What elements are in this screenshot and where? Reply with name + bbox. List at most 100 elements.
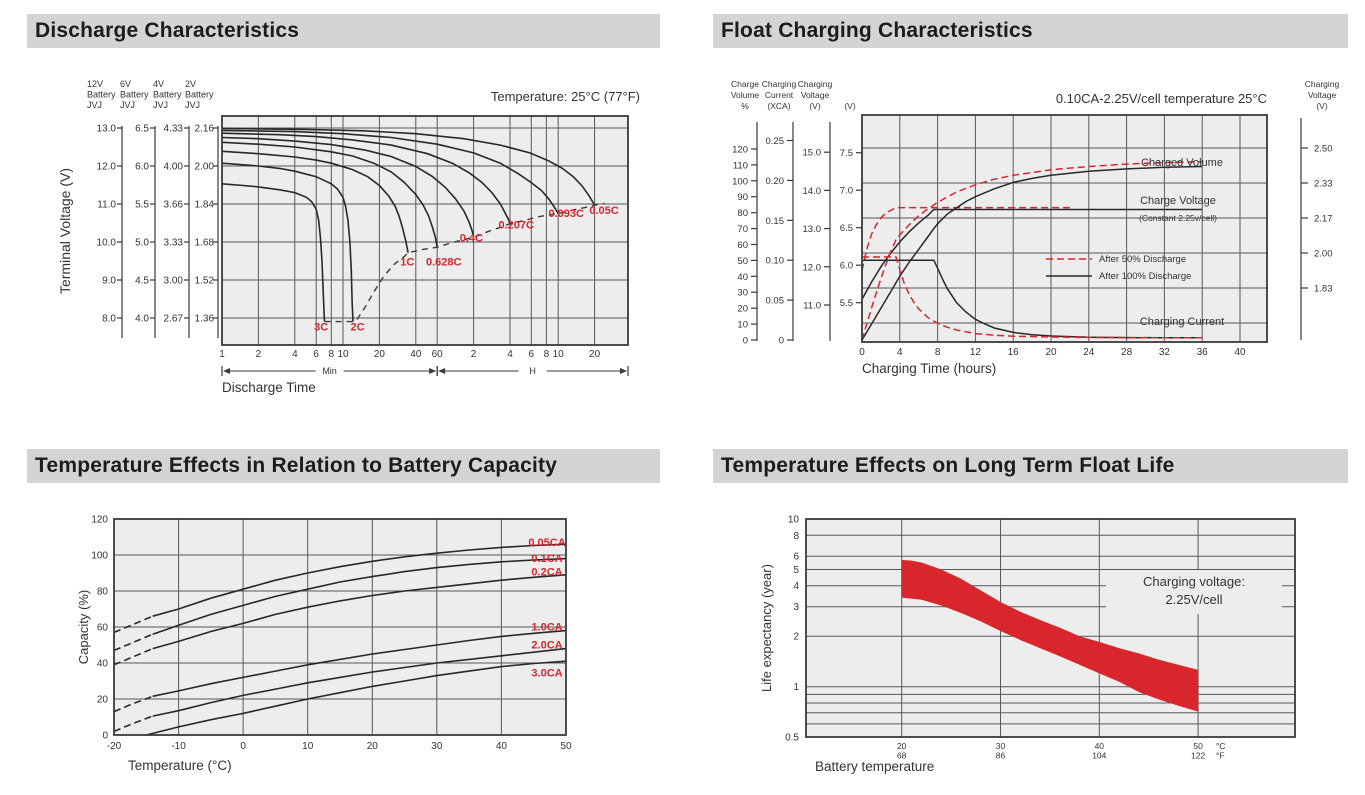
- capacity-curves: [113, 543, 567, 736]
- curve-charge-voltage-after-100: [861, 208, 1203, 300]
- x-tick: 50: [560, 741, 572, 752]
- scale-tick-label: 13.0: [97, 124, 117, 135]
- scale-tick-label: 20: [737, 304, 748, 315]
- scale-tick-label: 0.15: [766, 216, 785, 227]
- scale-header: JVJ: [120, 100, 135, 110]
- scale-header: (XCA): [767, 101, 790, 111]
- scale-tick-label: 30: [737, 288, 748, 299]
- rate-label-0.2CA: 0.2CA: [531, 567, 562, 579]
- y-tick: 60: [97, 623, 109, 634]
- y-tick: 40: [97, 659, 109, 670]
- scale-header: Battery: [153, 90, 182, 100]
- scale-tick-label: 100: [732, 176, 748, 187]
- x-tick: 12: [970, 347, 982, 358]
- scale-tick-label: 1.52: [195, 276, 215, 287]
- y-tick: 20: [97, 695, 109, 706]
- scale-tick-label: 4.0: [135, 314, 149, 325]
- scale-tick-label: 2.33: [1314, 179, 1333, 190]
- scale-tick-label: 8.0: [102, 314, 116, 325]
- x-tick: 24: [1083, 347, 1095, 358]
- x-tick-hour: 10: [553, 349, 565, 360]
- x-tick: 20: [1045, 347, 1057, 358]
- curve-charged-volume-after-50: [861, 160, 1203, 341]
- plot-border: [805, 518, 1296, 738]
- x-tick: 40: [1234, 347, 1246, 358]
- x-tick-min: 4: [292, 349, 298, 360]
- scale-header: Battery: [185, 90, 214, 100]
- rate-label-0.093C: 0.093C: [549, 208, 585, 220]
- curve-2C: [221, 162, 354, 322]
- x-tick-celsius: 50: [1193, 741, 1203, 751]
- scale-tick-label: 2.67: [164, 314, 184, 325]
- scale-tick-label: 110: [733, 160, 748, 171]
- x-tick: 10: [302, 741, 314, 752]
- scale-header: JVJ: [185, 100, 200, 110]
- plot-border: [221, 115, 629, 346]
- rate-label-0.4C: 0.4C: [460, 233, 483, 245]
- section-title-temp-capacity: Temperature Effects in Relation to Batte…: [35, 454, 558, 477]
- x-tick: 0: [859, 347, 865, 358]
- scale-header: Voltage: [1308, 90, 1337, 100]
- curve-0.628C: [221, 141, 438, 248]
- float-life-chart: Charging voltage:2.25V/cell1086543210.52…: [759, 515, 1296, 774]
- x-axis-label: Temperature (°C): [128, 758, 232, 773]
- x-tick-hour: 4: [507, 349, 513, 360]
- scale-tick-label: 80: [737, 208, 748, 219]
- curve-dash-2.0CA: [113, 715, 153, 733]
- curve-3.0CA: [146, 660, 567, 736]
- scale-tick-label: 60: [737, 240, 748, 251]
- x-tick: 16: [1008, 347, 1020, 358]
- curve-dash-0.1CA: [113, 633, 154, 652]
- rate-label-1C: 1C: [400, 257, 414, 269]
- curve-charging-current-after-50: [862, 256, 1203, 339]
- x-tick: 32: [1159, 347, 1171, 358]
- y-tick: 5: [793, 565, 799, 576]
- scale-header: Battery: [87, 90, 116, 100]
- scale-tick-label: 1.68: [195, 238, 215, 249]
- scale-tick-label: 5.5: [840, 298, 853, 309]
- scale-header: Volume: [731, 90, 760, 100]
- curve-0.4C: [221, 136, 475, 238]
- x-tick: -10: [171, 741, 186, 752]
- y-tick: 120: [91, 515, 108, 526]
- rate-label-0.207C: 0.207C: [498, 220, 534, 232]
- section-banner-discharge: Discharge Characteristics: [27, 14, 660, 48]
- curve-1.0CA: [152, 629, 567, 698]
- scale-header: JVJ: [87, 100, 102, 110]
- discharge-characteristics-chart: 3C 2C 1C 0.628C 0.4C 0.207C 0.093C 0.05C Tempera…: [57, 79, 640, 395]
- scale-tick-label: 40: [737, 272, 748, 283]
- scale-tick-label: 12.0: [803, 262, 822, 273]
- legend-label-100: After 100% Discharge: [1099, 271, 1191, 282]
- scale-header: Charging: [1305, 79, 1340, 89]
- life-expectancy-band: [901, 559, 1199, 712]
- scale-tick-label: 10: [737, 320, 748, 331]
- annotation-line2: 2.25V/cell: [1165, 592, 1222, 607]
- unit-fahrenheit: °F: [1216, 751, 1225, 761]
- x-tick: 8: [935, 347, 941, 358]
- scale-header: 2V: [185, 79, 196, 89]
- curve-0.207C: [221, 132, 511, 224]
- scale-tick-label: 10.0: [97, 238, 117, 249]
- x-tick: 4: [897, 347, 903, 358]
- left-scale-0: ChargeVolume%120110100908070605040302010…: [731, 79, 760, 347]
- legend-label-50: After 50% Discharge: [1099, 254, 1186, 265]
- scale-tick-label: 2.17: [1314, 214, 1333, 225]
- scale-header: Battery: [120, 90, 149, 100]
- x-tick-fahrenheit: 68: [897, 751, 907, 761]
- y-tick: 80: [97, 587, 109, 598]
- scale-tick-label: 11.0: [97, 200, 116, 211]
- grid: [862, 115, 1267, 342]
- scale-tick-label: 2.16: [195, 124, 215, 135]
- curve-charged-volume-after-100: [861, 165, 1203, 341]
- scale-tick-label: 50: [737, 256, 748, 267]
- rate-label-0.05C: 0.05C: [589, 205, 618, 217]
- rate-label-0.1CA: 0.1CA: [531, 553, 562, 565]
- scale-tick-label: 3.00: [164, 276, 184, 287]
- scale-header: Charging: [762, 79, 797, 89]
- grid: [114, 519, 566, 735]
- scale-tick-label: 3.33: [164, 238, 184, 249]
- x-tick: 0: [240, 741, 246, 752]
- scale-tick-label: 1.36: [195, 314, 215, 325]
